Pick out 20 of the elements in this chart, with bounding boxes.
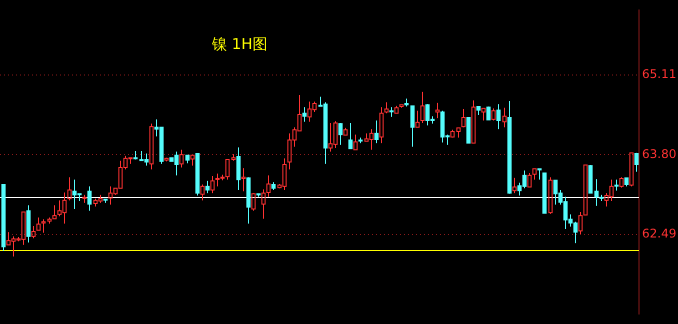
y-tick-label: 65.11 <box>642 66 676 81</box>
candlestick <box>456 127 461 138</box>
y-tick-label: 63.80 <box>642 146 676 161</box>
y-tick-label: 62.49 <box>642 226 676 241</box>
candlestick <box>420 91 425 124</box>
candlestick <box>41 218 46 234</box>
candlestick <box>502 107 507 128</box>
candlestick <box>548 176 553 214</box>
candlestick <box>415 110 420 128</box>
candlestick <box>512 177 517 194</box>
candlestick <box>241 168 246 192</box>
candlestick <box>461 108 466 128</box>
text: 镍 1H图 <box>212 35 268 54</box>
candlestick <box>67 176 72 201</box>
candlestick <box>379 106 384 144</box>
candlestick <box>532 168 537 180</box>
candlestick <box>435 102 440 119</box>
candlestick <box>481 108 486 122</box>
candlestick <box>353 134 358 150</box>
candlestick <box>52 204 57 220</box>
